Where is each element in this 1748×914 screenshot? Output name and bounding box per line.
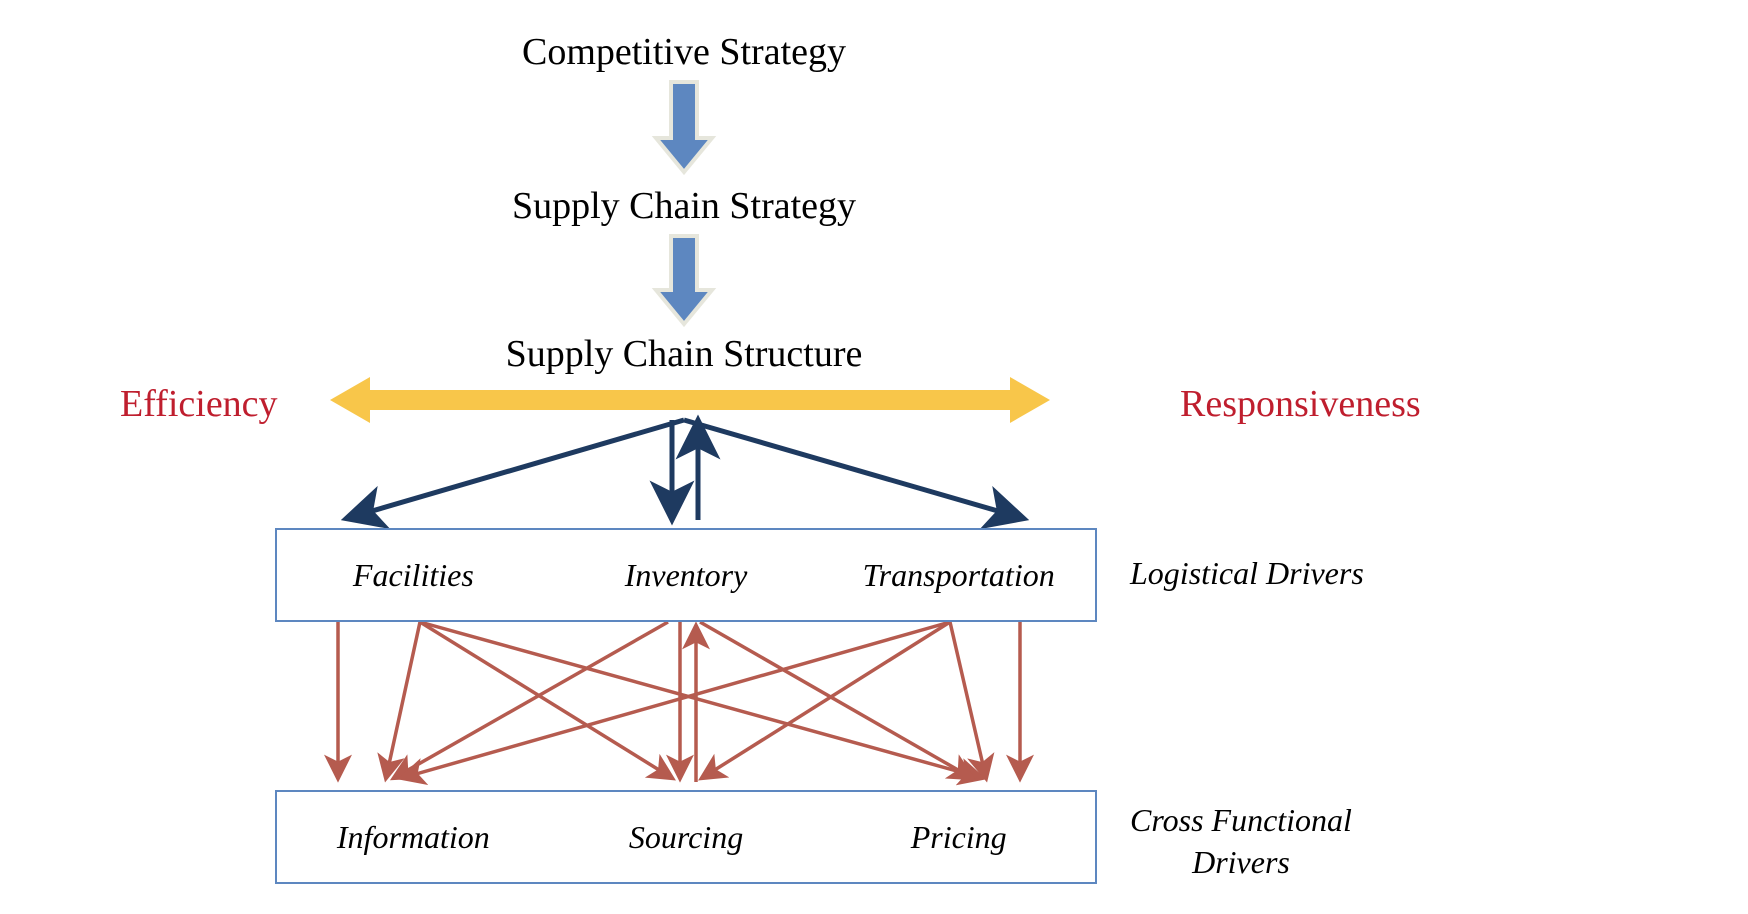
box-cf-item-1: Information [277, 819, 550, 856]
box-logistical-item-2-text: Inventory [625, 557, 748, 593]
box-cf-item-3: Pricing [822, 819, 1095, 856]
box-cf-item-1-text: Information [337, 819, 490, 855]
diagram-stage: Competitive Strategy Supply Chain Strate… [0, 0, 1748, 914]
label-efficiency: Efficiency [120, 382, 278, 426]
box-logistical-item-3: Transportation [822, 557, 1095, 594]
label-logistical-drivers-text: Logistical Drivers [1130, 555, 1364, 591]
title-competitive-strategy: Competitive Strategy [0, 30, 1368, 74]
box-logistical-item-3-text: Transportation [863, 557, 1055, 593]
rust-cross-arrows [338, 622, 1020, 782]
box-cf-item-3-text: Pricing [911, 819, 1007, 855]
yellow-double-arrow-icon [330, 377, 1050, 423]
thick-arrow-1-icon [656, 82, 712, 172]
navy-diverge-arrows [348, 420, 1022, 520]
box-cf-item-2: Sourcing [550, 819, 823, 856]
title-supply-chain-strategy: Supply Chain Strategy [0, 184, 1368, 228]
label-responsiveness: Responsiveness [1180, 382, 1421, 426]
box-logistical-item-1: Facilities [277, 557, 550, 594]
label-cross-functional-drivers: Cross Functional Drivers [1130, 800, 1352, 883]
title-supply-chain-structure-text: Supply Chain Structure [506, 333, 863, 375]
label-efficiency-text: Efficiency [120, 383, 278, 425]
box-logistical-item-2: Inventory [550, 557, 823, 594]
title-supply-chain-strategy-text: Supply Chain Strategy [512, 185, 856, 227]
box-cross-functional: Information Sourcing Pricing [275, 790, 1097, 884]
label-responsiveness-text: Responsiveness [1180, 383, 1421, 425]
title-supply-chain-structure: Supply Chain Structure [0, 332, 1368, 376]
box-logistical: Facilities Inventory Transportation [275, 528, 1097, 622]
box-logistical-item-1-text: Facilities [353, 557, 474, 593]
arrows-layer [0, 0, 1748, 914]
label-cf-line2: Drivers [1130, 842, 1352, 884]
title-competitive-strategy-text: Competitive Strategy [522, 31, 846, 73]
label-cf-line1: Cross Functional [1130, 800, 1352, 842]
thick-arrow-2-icon [656, 236, 712, 324]
box-cf-item-2-text: Sourcing [629, 819, 743, 855]
label-logistical-drivers: Logistical Drivers [1130, 555, 1364, 592]
